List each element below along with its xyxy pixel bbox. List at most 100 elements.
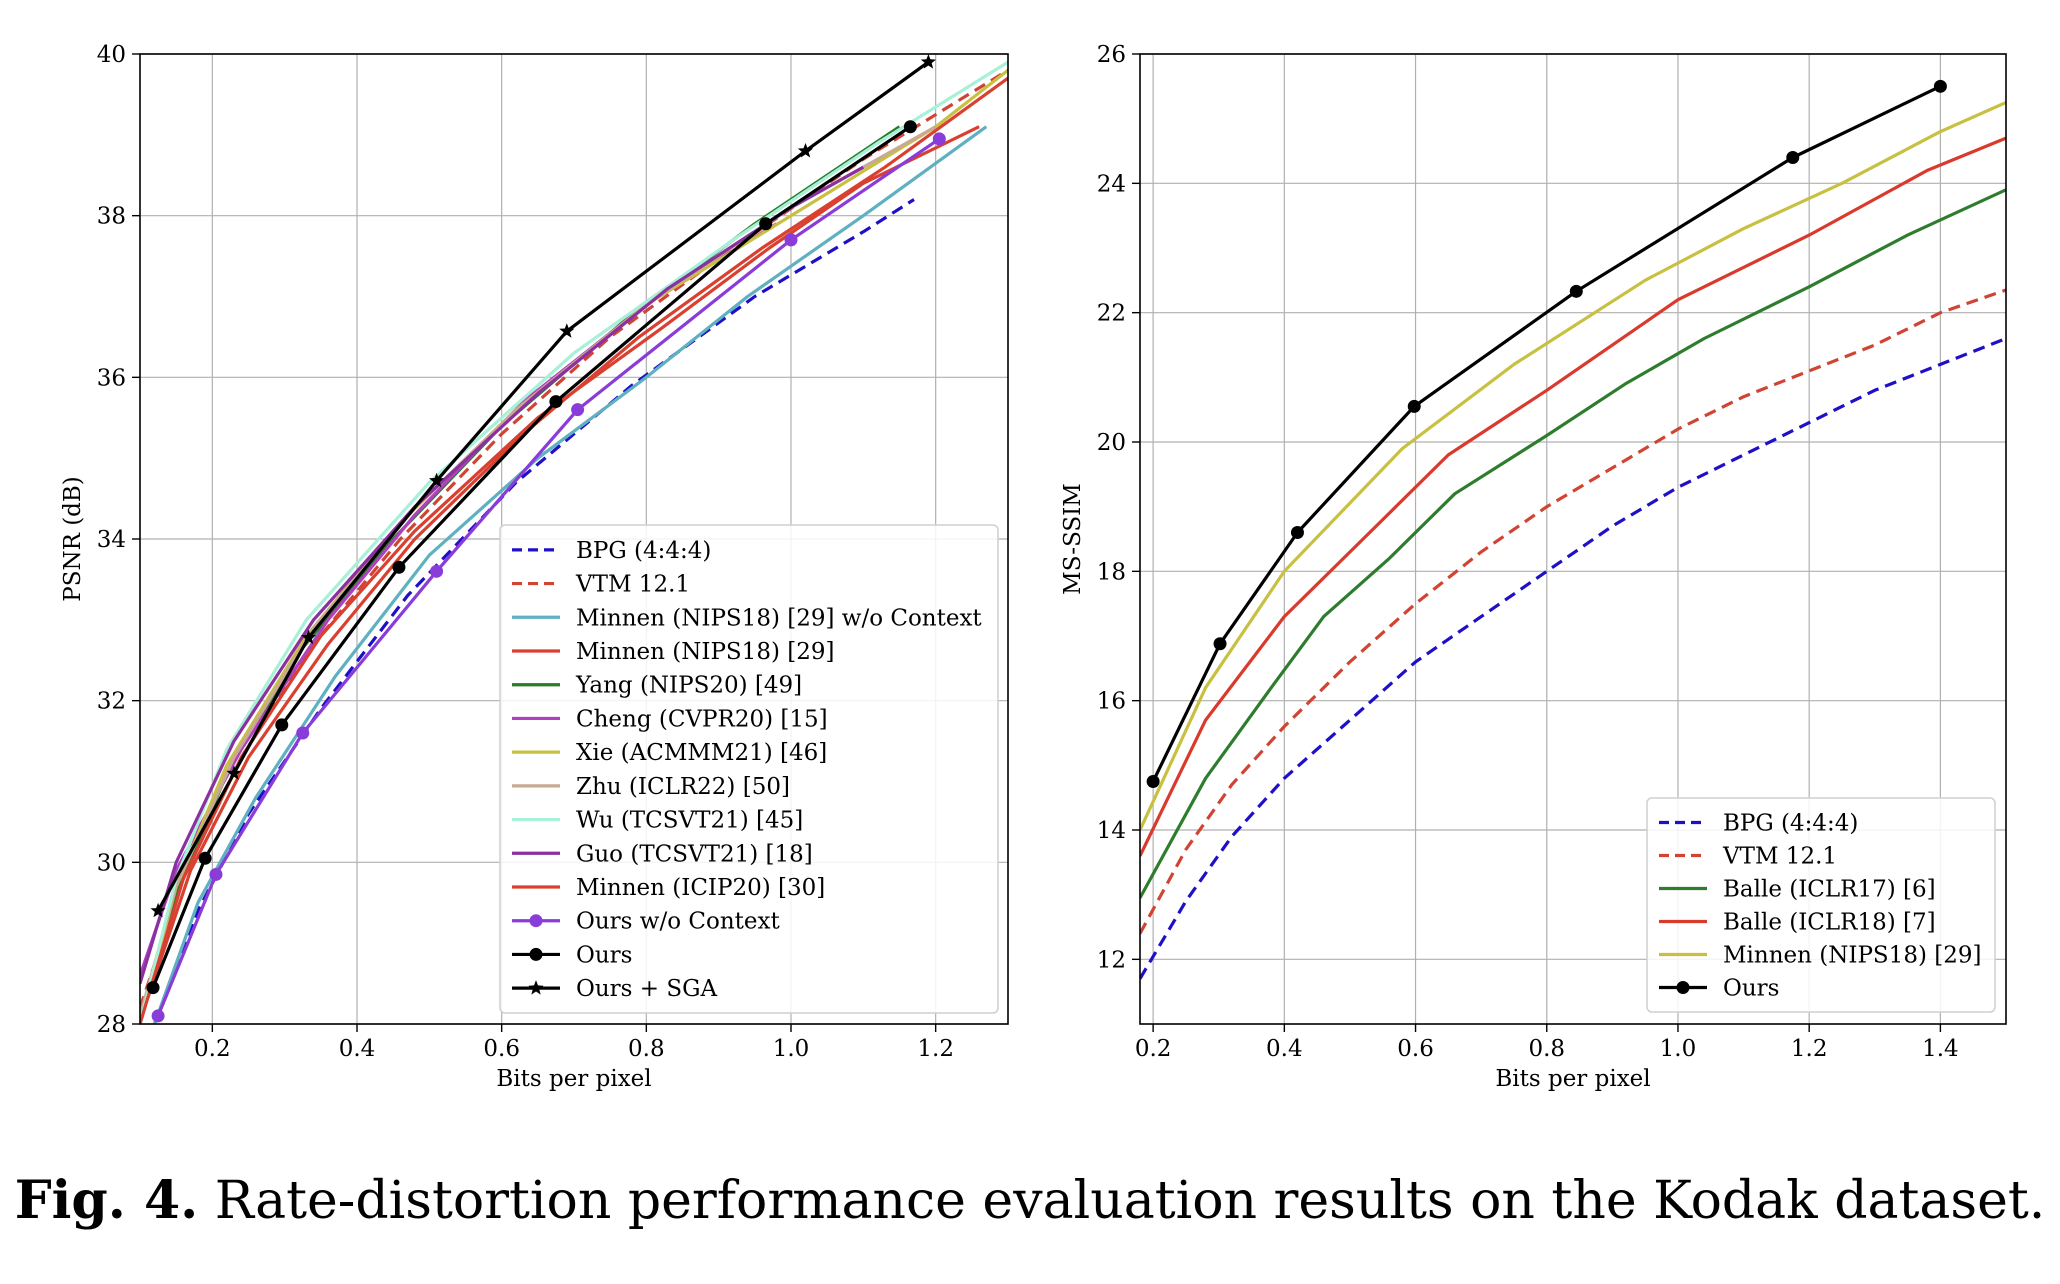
psnr-legend-label: Wu (TCSVT21) [45]	[576, 808, 803, 834]
psnr-data-point-star	[150, 902, 166, 918]
msssim-legend-label: Balle (ICLR18) [7]	[1723, 910, 1936, 936]
msssim-series-line	[1140, 288, 2006, 935]
psnr-data-point	[198, 851, 212, 865]
msssim-xtick-label: 0.2	[1135, 1036, 1172, 1062]
msssim-ytick-label: 24	[1097, 171, 1126, 197]
psnr-series-line	[140, 125, 980, 1024]
psnr-ytick-label: 32	[97, 689, 126, 715]
msssim-legend-label: Minnen (NIPS18) [29]	[1723, 943, 1981, 969]
caption-text: Rate-distortion performance evaluation r…	[214, 1171, 2046, 1231]
msssim-data-point	[1933, 79, 1947, 93]
msssim-ytick-label: 26	[1097, 42, 1126, 68]
psnr-legend-label: Ours w/o Context	[576, 909, 780, 935]
msssim-x-axis-label: Bits per pixel	[1495, 1066, 1650, 1092]
psnr-data-point	[932, 132, 946, 146]
msssim-plot-frame	[1139, 53, 2007, 1025]
msssim-ytick-label: 18	[1097, 559, 1126, 585]
psnr-legend-label: Minnen (ICIP20) [30]	[576, 875, 825, 901]
psnr-legend-marker-star	[528, 980, 544, 995]
psnr-series-line	[145, 76, 1008, 1001]
psnr-xtick-label: 0.6	[483, 1036, 520, 1062]
psnr-legend-label: Guo (TCSVT21) [18]	[576, 841, 813, 867]
psnr-series-group	[140, 54, 1008, 1024]
msssim-ytick-label: 16	[1097, 689, 1126, 715]
msssim-series-group	[1140, 79, 2006, 980]
psnr-data-point-star	[920, 54, 936, 69]
msssim-xtick-label: 1.0	[1660, 1036, 1697, 1062]
psnr-data-point	[209, 867, 223, 881]
psnr-data-point	[784, 233, 798, 247]
psnr-legend-label: Yang (NIPS20) [49]	[575, 673, 802, 699]
psnr-data-point	[759, 217, 773, 231]
msssim-series-line	[1140, 136, 2006, 857]
psnr-data-point-star	[797, 143, 814, 158]
msssim-ytick-label: 14	[1097, 818, 1126, 844]
psnr-series-line	[140, 60, 1008, 1024]
caption-label: Fig. 4.	[14, 1170, 199, 1231]
psnr-legend-label: BPG (4:4:4)	[576, 538, 711, 564]
psnr-ytick-label: 34	[97, 527, 126, 553]
psnr-legend-label: Ours	[576, 942, 632, 968]
msssim-data-point	[1213, 637, 1227, 651]
psnr-data-point	[549, 395, 563, 409]
psnr-legend-label: Minnen (NIPS18) [29] w/o Context	[576, 605, 982, 631]
psnr-xtick-label: 0.2	[194, 1036, 231, 1062]
msssim-xtick-label: 0.4	[1266, 1036, 1303, 1062]
msssim-data-point	[1786, 150, 1800, 164]
psnr-legend-label: Ours + SGA	[576, 976, 717, 1002]
msssim-data-point	[1146, 775, 1160, 788]
psnr-legend-box	[499, 524, 999, 1014]
msssim-ytick-label: 20	[1097, 430, 1126, 456]
msssim-legend-box	[1646, 797, 1996, 1013]
msssim-xtick-label: 0.8	[1528, 1036, 1565, 1062]
psnr-data-point-star	[226, 765, 242, 780]
psnr-x-axis-label: Bits per pixel	[496, 1066, 651, 1092]
psnr-ytick-label: 28	[97, 1012, 126, 1038]
msssim-legend-label: Ours	[1723, 976, 1779, 1002]
msssim-legend-label: Balle (ICLR17) [6]	[1723, 877, 1936, 903]
psnr-data-point	[146, 981, 160, 995]
psnr-y-axis-label: PSNR (dB)	[60, 476, 86, 602]
psnr-ytick-label: 40	[97, 42, 126, 68]
psnr-data-point	[430, 564, 444, 578]
psnr-legend-marker	[529, 914, 543, 928]
psnr-xtick-label: 0.4	[339, 1036, 376, 1062]
psnr-data-point	[275, 718, 289, 732]
psnr-legend-label: VTM 12.1	[575, 572, 690, 598]
psnr-ytick-label: 36	[97, 365, 126, 391]
psnr-series-line	[152, 125, 988, 1024]
psnr-data-point	[903, 120, 917, 134]
psnr-legend-label: Zhu (ICLR22) [50]	[576, 774, 790, 800]
msssim-xtick-label: 1.2	[1791, 1036, 1828, 1062]
psnr-series-line	[140, 68, 1008, 1009]
msssim-series-line	[1140, 337, 2006, 980]
msssim-xtick-label: 0.6	[1397, 1036, 1434, 1062]
msssim-ytick-label: 22	[1097, 301, 1126, 327]
msssim-xtick-label: 1.4	[1922, 1036, 1959, 1062]
psnr-legend-label: Cheng (CVPR20) [15]	[576, 706, 828, 732]
psnr-legend-label: Xie (ACMMM21) [46]	[576, 740, 827, 766]
figure-caption: Fig. 4. Rate-distortion performance eval…	[0, 1170, 2060, 1231]
msssim-legend-label: VTM 12.1	[1722, 844, 1837, 870]
psnr-data-point	[151, 1009, 165, 1023]
msssim-series-line	[1140, 188, 2006, 899]
msssim-ytick-label: 12	[1097, 947, 1126, 973]
psnr-xtick-label: 0.8	[628, 1036, 665, 1062]
msssim-data-point	[1290, 526, 1304, 540]
psnr-xtick-label: 1.0	[773, 1036, 810, 1062]
psnr-data-point-star	[300, 629, 317, 645]
msssim-legend: BPG (4:4:4) VTM 12.1 Balle (ICLR17) [6] Bal…	[1646, 797, 1996, 1013]
psnr-legend-label: Minnen (NIPS18) [29]	[576, 639, 834, 665]
psnr-legend-marker	[529, 947, 543, 961]
msssim-data-point	[1569, 284, 1583, 298]
psnr-data-point-star	[559, 323, 575, 338]
psnr-plot-frame	[139, 53, 1009, 1025]
psnr-xtick-label: 1.2	[917, 1036, 954, 1062]
psnr-legend: BPG (4:4:4) VTM 12.1 Minnen (NIPS18) [29] …	[499, 524, 999, 1014]
psnr-ytick-label: 38	[97, 204, 126, 230]
psnr-ytick-label: 30	[97, 850, 126, 876]
psnr-data-point	[392, 560, 406, 574]
psnr-data-point	[571, 403, 585, 417]
msssim-legend-marker	[1676, 981, 1690, 994]
